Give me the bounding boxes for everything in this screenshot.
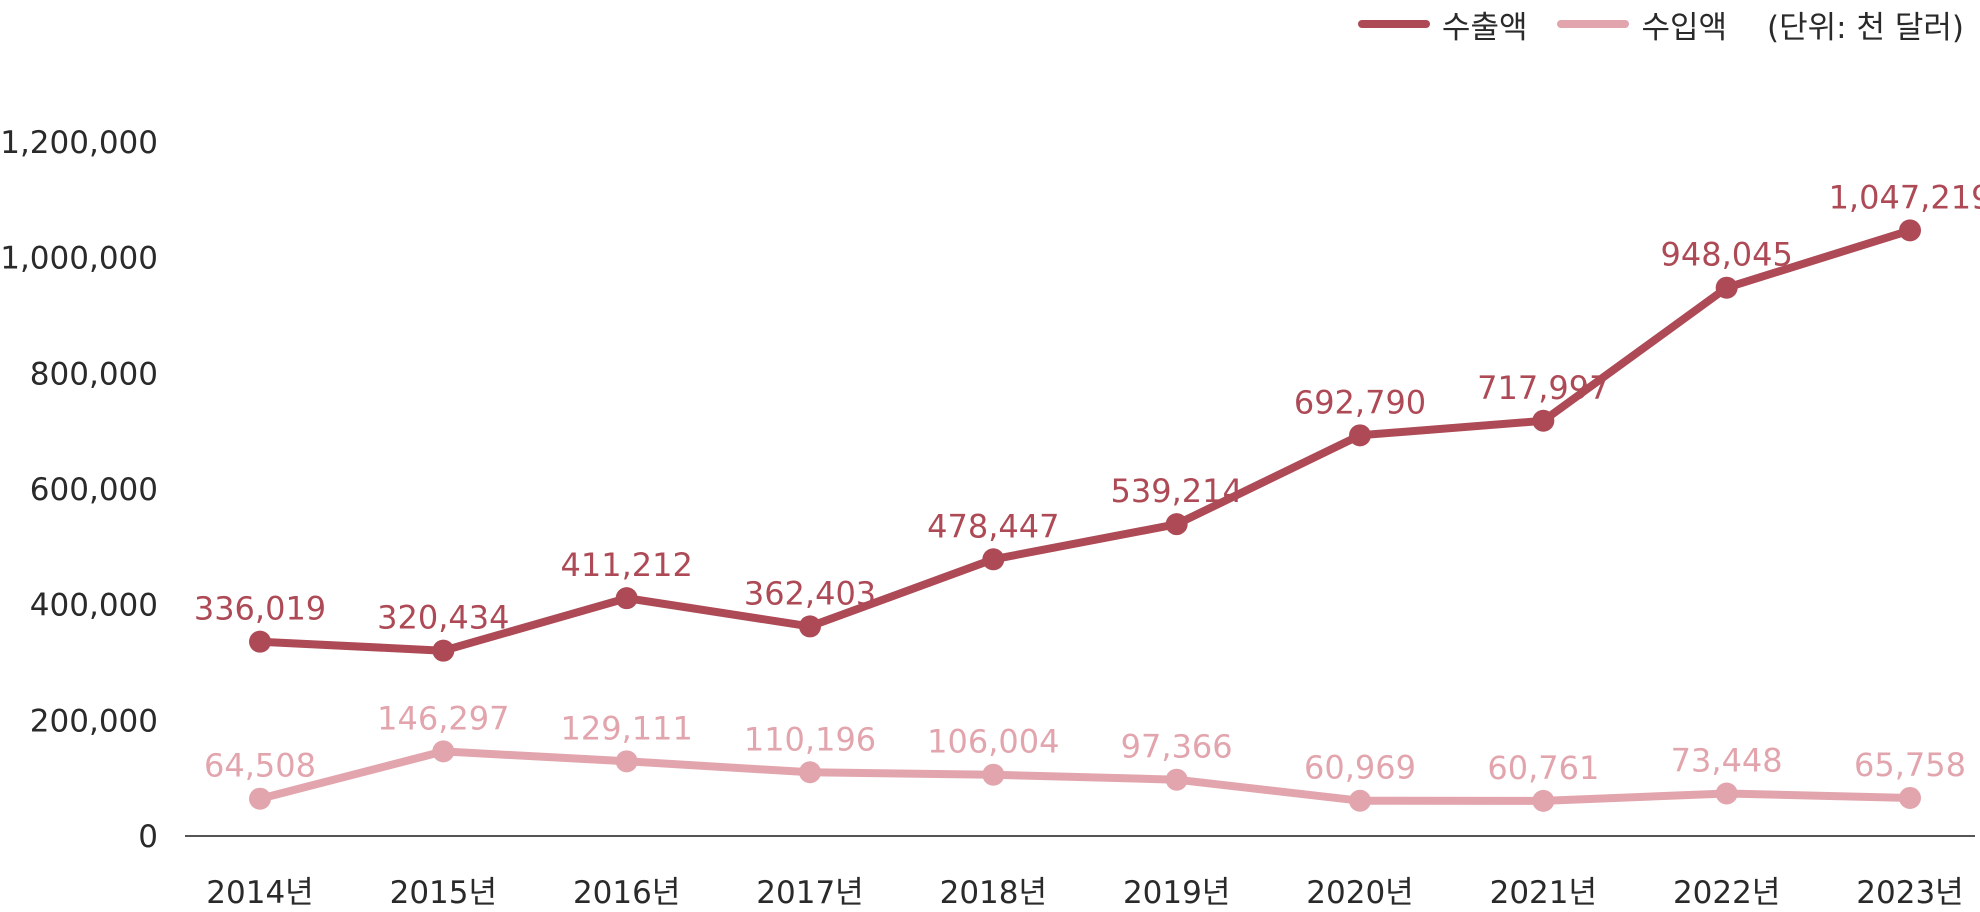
- data-label: 110,196: [744, 720, 876, 758]
- data-point: [1899, 219, 1921, 242]
- data-label: 97,366: [1121, 728, 1233, 766]
- y-tick-label: 200,000: [30, 703, 158, 739]
- data-label: 478,447: [927, 507, 1059, 545]
- data-point: [1165, 768, 1188, 791]
- data-label: 411,212: [561, 546, 693, 584]
- data-label: 692,790: [1294, 383, 1426, 421]
- x-tick-label: 2021년: [1490, 875, 1597, 911]
- data-label: 362,403: [744, 574, 876, 612]
- series-exports: 336,019 320,434 411,212 362,403 478,447 539,2…: [194, 178, 1980, 662]
- data-point: [982, 548, 1005, 571]
- x-axis: 2014년 2015년 2016년 2017년 2018년 2019년 2020년 2021년…: [206, 875, 1963, 911]
- data-label: 64,508: [204, 747, 316, 785]
- legend-label-exports: 수출액: [1441, 9, 1528, 46]
- data-label: 65,758: [1854, 746, 1966, 784]
- series-layer: 336,019 320,434 411,212 362,403 478,447 539,2…: [194, 178, 1980, 812]
- y-tick-label: 600,000: [30, 472, 158, 508]
- data-point: [249, 630, 271, 653]
- data-point: [432, 639, 455, 662]
- data-label: 146,297: [377, 699, 509, 737]
- legend-label-imports: 수입액: [1641, 9, 1728, 46]
- legend-item-imports: 수입액: [1557, 2, 1727, 47]
- data-point: [249, 787, 271, 810]
- data-point: [615, 750, 638, 773]
- data-label: 320,434: [377, 599, 509, 637]
- data-point: [1532, 789, 1555, 812]
- data-label: 60,761: [1487, 749, 1599, 787]
- legend-item-exports: 수출액: [1357, 2, 1528, 47]
- data-label: 106,004: [927, 723, 1059, 761]
- data-label: 717,997: [1477, 369, 1609, 407]
- y-axis: 1,200,000 1,000,000 800,000 600,000 400,000 2…: [0, 125, 158, 855]
- y-tick-label: 400,000: [30, 588, 158, 624]
- x-tick-label: 2014년: [206, 875, 313, 911]
- legend: 수출액 수입액 (단위: 천 달러): [1328, 0, 1964, 48]
- data-label: 948,045: [1661, 236, 1793, 274]
- data-point: [1715, 782, 1738, 805]
- data-label: 73,448: [1671, 742, 1783, 780]
- data-point: [799, 615, 821, 638]
- series-line: [256, 226, 1914, 655]
- x-tick-label: 2019년: [1123, 875, 1230, 911]
- x-tick-label: 2020년: [1306, 875, 1413, 911]
- series-imports: 64,508 146,297 129,111 110,196 106,004 97,366…: [204, 699, 1966, 812]
- data-point: [982, 763, 1005, 786]
- data-point: [1715, 276, 1738, 299]
- x-tick-label: 2023년: [1856, 875, 1963, 911]
- data-point: [1349, 789, 1371, 812]
- data-label: 336,019: [194, 590, 326, 628]
- data-point: [615, 587, 638, 610]
- data-label: 129,111: [561, 709, 693, 747]
- unit-note: (단위: 천 달러): [1767, 9, 1964, 46]
- y-tick-label: 1,200,000: [0, 125, 158, 161]
- data-point: [432, 740, 455, 763]
- x-tick-label: 2018년: [940, 875, 1047, 911]
- data-point: [1349, 424, 1371, 447]
- data-label: 539,214: [1111, 472, 1243, 510]
- y-tick-label: 1,000,000: [0, 241, 158, 277]
- legend-swatch-imports: [1557, 20, 1630, 28]
- x-tick-label: 2015년: [390, 875, 497, 911]
- data-label: 1,047,219: [1829, 178, 1980, 216]
- data-point: [1165, 513, 1188, 536]
- data-point: [1532, 409, 1555, 432]
- x-tick-label: 2017년: [756, 875, 863, 911]
- data-point: [799, 761, 821, 784]
- x-tick-label: 2016년: [573, 875, 680, 911]
- x-tick-label: 2022년: [1673, 875, 1780, 911]
- data-label: 60,969: [1304, 749, 1416, 787]
- series-line: [256, 747, 1914, 805]
- data-point: [1899, 786, 1921, 809]
- legend-swatch-exports: [1357, 20, 1430, 28]
- y-tick-label: 800,000: [30, 356, 158, 392]
- y-tick-label: 0: [138, 819, 158, 855]
